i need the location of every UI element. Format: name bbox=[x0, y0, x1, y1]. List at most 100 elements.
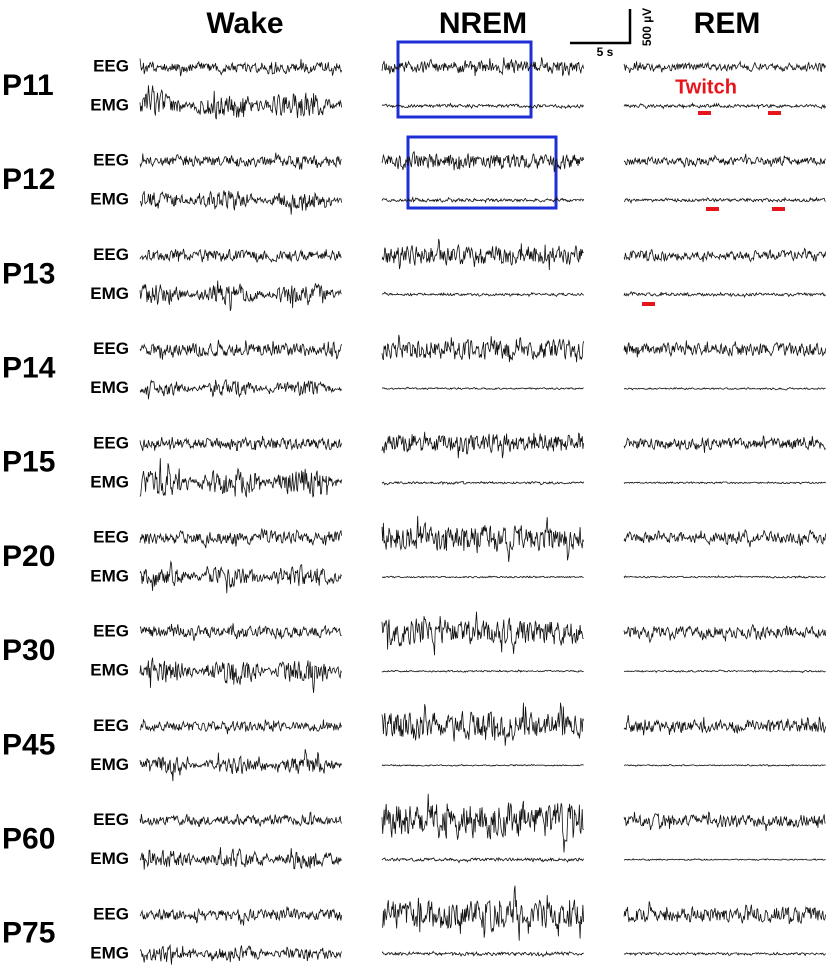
signal-trace bbox=[139, 749, 342, 782]
signal-trace bbox=[381, 885, 584, 941]
column-title: NREM bbox=[439, 7, 527, 40]
row-label: P12 bbox=[2, 163, 55, 196]
time-label: 5 s bbox=[597, 45, 614, 59]
signal-trace bbox=[139, 657, 342, 693]
voltage-label: 500 µV bbox=[640, 8, 654, 46]
channel-label: EMG bbox=[90, 284, 129, 303]
signal-trace bbox=[381, 102, 584, 110]
channel-label: EMG bbox=[90, 190, 129, 209]
signal-trace bbox=[381, 480, 584, 486]
signal-trace bbox=[623, 196, 826, 205]
channel-label: EMG bbox=[90, 472, 129, 491]
signal-trace bbox=[139, 623, 342, 641]
channel-label: EEG bbox=[93, 810, 129, 829]
channel-label: EEG bbox=[93, 56, 129, 75]
signal-trace bbox=[623, 60, 826, 74]
row-label: P13 bbox=[2, 257, 55, 290]
signal-trace bbox=[623, 481, 826, 485]
signal-trace bbox=[623, 153, 826, 168]
signal-trace bbox=[139, 458, 342, 498]
channel-label: EEG bbox=[93, 904, 129, 923]
channel-label: EMG bbox=[90, 566, 129, 585]
twitch-markers bbox=[642, 111, 785, 306]
signal-trace bbox=[139, 560, 342, 594]
signal-trace bbox=[623, 811, 826, 832]
signal-trace bbox=[623, 951, 826, 957]
channel-label: EMG bbox=[90, 943, 129, 962]
row-label: P45 bbox=[2, 728, 55, 761]
signal-trace bbox=[139, 719, 342, 735]
signal-trace bbox=[623, 340, 826, 358]
signal-trace bbox=[381, 857, 584, 864]
column-title: REM bbox=[694, 7, 761, 40]
row-label: P20 bbox=[2, 540, 55, 573]
signal-trace bbox=[381, 238, 584, 271]
signal-trace bbox=[381, 611, 584, 656]
signal-trace bbox=[381, 575, 584, 579]
signal-trace bbox=[623, 291, 826, 299]
signal-trace bbox=[623, 102, 826, 110]
signal-trace bbox=[623, 529, 826, 548]
row-label: P14 bbox=[2, 352, 56, 385]
signal-trace bbox=[139, 58, 342, 77]
signal-trace bbox=[381, 793, 584, 853]
channel-label: EMG bbox=[90, 755, 129, 774]
signal-trace bbox=[139, 152, 342, 170]
signal-trace bbox=[381, 386, 584, 391]
channel-label: EMG bbox=[90, 849, 129, 868]
channel-label: EEG bbox=[93, 716, 129, 735]
signal-trace bbox=[139, 528, 342, 549]
signal-trace bbox=[381, 763, 584, 767]
signal-trace bbox=[381, 515, 584, 562]
signal-trace bbox=[139, 435, 342, 452]
signal-trace bbox=[623, 763, 826, 767]
row-label: P75 bbox=[2, 917, 55, 950]
signal-trace bbox=[381, 57, 584, 77]
signal-trace bbox=[381, 702, 584, 746]
signal-trace bbox=[139, 190, 342, 215]
channel-label: EEG bbox=[93, 339, 129, 358]
signal-trace bbox=[139, 248, 342, 263]
signal-trace bbox=[139, 943, 342, 965]
signal-trace bbox=[623, 387, 826, 391]
signal-trace bbox=[381, 151, 584, 173]
signal-trace bbox=[381, 669, 584, 673]
signal-trace bbox=[139, 379, 342, 400]
channel-label: EEG bbox=[93, 622, 129, 641]
signal-trace bbox=[139, 339, 342, 360]
signal-trace bbox=[139, 85, 342, 120]
signal-trace bbox=[139, 906, 342, 926]
channel-label: EMG bbox=[90, 661, 129, 680]
channel-label: EMG bbox=[90, 95, 129, 114]
scale-bar: 5 s 500 µV bbox=[570, 8, 654, 59]
highlight-box bbox=[396, 40, 533, 119]
signal-trace bbox=[381, 334, 584, 363]
channel-label: EEG bbox=[93, 245, 129, 264]
signal-trace bbox=[623, 435, 826, 453]
signal-trace bbox=[381, 196, 584, 204]
signal-trace bbox=[623, 574, 826, 579]
channel-label: EEG bbox=[93, 527, 129, 546]
channel-label: EEG bbox=[93, 151, 129, 170]
signal-trace bbox=[139, 847, 342, 870]
signal-trace bbox=[623, 623, 826, 644]
signal-trace bbox=[623, 715, 826, 736]
signal-trace bbox=[139, 280, 342, 312]
column-title: Wake bbox=[206, 7, 283, 40]
signal-trace bbox=[139, 811, 342, 827]
row-label: P11 bbox=[2, 69, 54, 102]
channel-label: EMG bbox=[90, 378, 129, 397]
row-label: P15 bbox=[2, 446, 55, 479]
row-label: P30 bbox=[2, 634, 55, 667]
signal-trace bbox=[623, 857, 826, 862]
signal-trace bbox=[623, 669, 826, 674]
signal-trace bbox=[381, 291, 584, 298]
signal-trace bbox=[623, 901, 826, 925]
twitch-label: Twitch bbox=[675, 76, 737, 98]
highlight-box bbox=[406, 135, 558, 210]
signal-trace bbox=[623, 247, 826, 263]
channel-label: EEG bbox=[93, 433, 129, 452]
row-label: P60 bbox=[2, 823, 55, 856]
signal-trace bbox=[381, 950, 584, 958]
